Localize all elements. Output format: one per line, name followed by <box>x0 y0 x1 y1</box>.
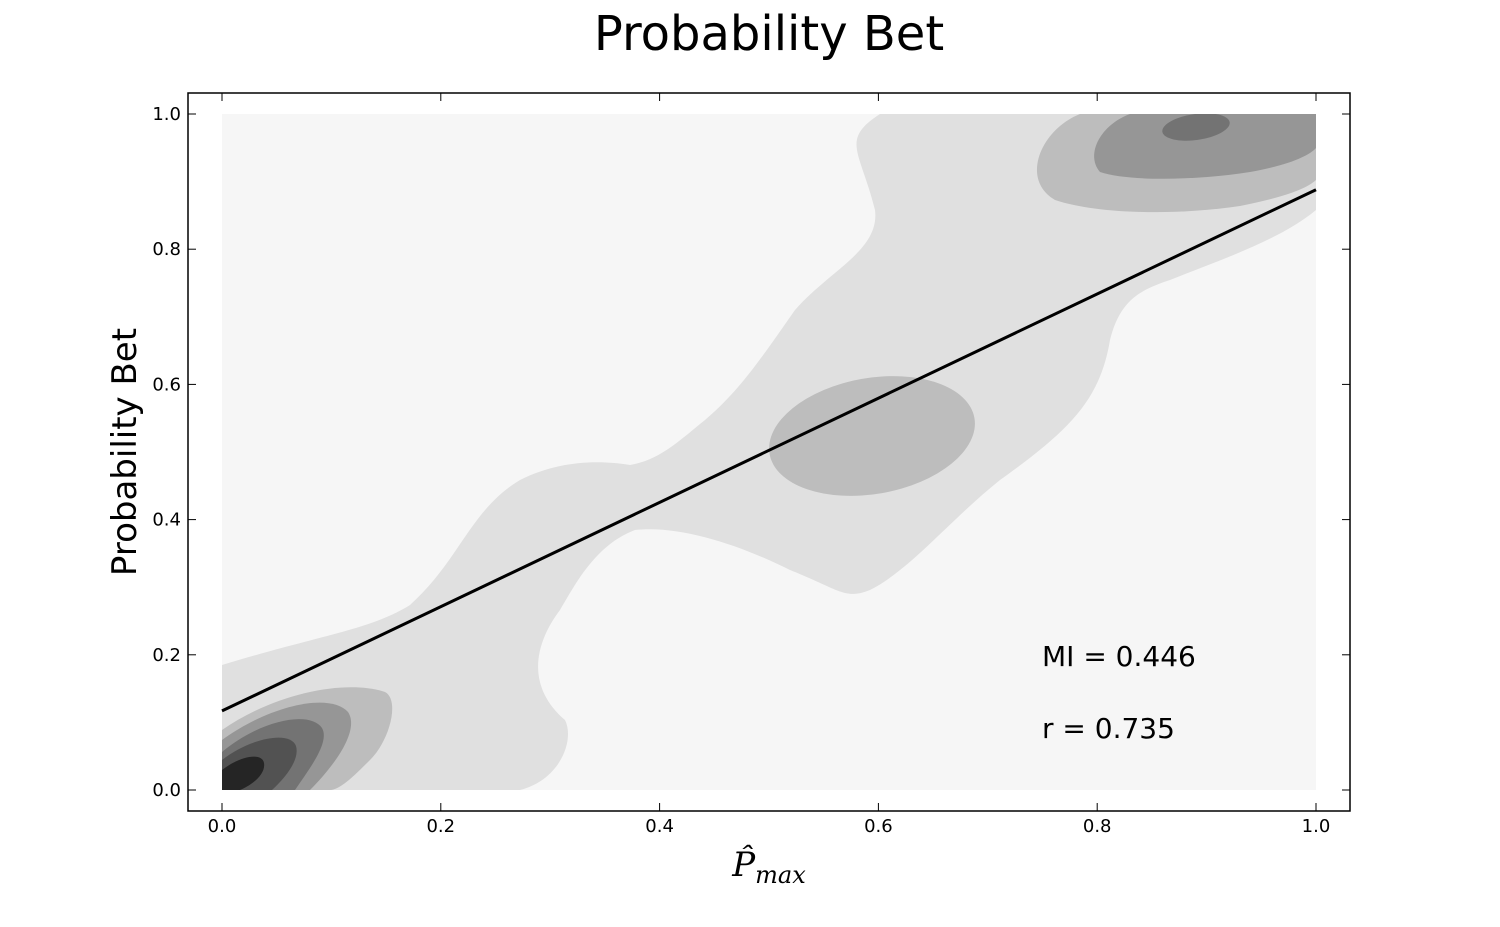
x-axis-label-main: P̂ <box>731 844 756 885</box>
contour-level-7-bottom <box>222 756 265 790</box>
axes-frame <box>187 92 1351 812</box>
y-axis: 0.0 0.2 0.4 0.6 0.8 1.0 <box>152 104 1350 801</box>
plot-area <box>187 92 1351 812</box>
x-tick-label: 0.2 <box>426 816 455 837</box>
y-tick-label: 0.2 <box>152 645 181 666</box>
contour-level-2 <box>222 114 1316 790</box>
contour-level-3-center <box>769 376 975 496</box>
y-tick-label: 0.8 <box>152 239 181 260</box>
x-tick-label: 0.8 <box>1083 816 1112 837</box>
density-contours <box>222 114 1316 790</box>
mi-annotation: MI = 0.446 <box>1042 640 1196 673</box>
regression-line <box>221 188 1317 713</box>
r-annotation: r = 0.735 <box>1042 712 1175 745</box>
x-axis-label-subscript: max <box>755 861 806 889</box>
y-axis-label: Probability Bet <box>105 328 145 576</box>
x-tick-label: 0.4 <box>645 816 674 837</box>
chart-title: Probability Bet <box>594 6 944 62</box>
x-axis-label: P̂max <box>731 844 806 889</box>
x-tick-label: 0.6 <box>864 816 893 837</box>
y-tick-label: 0.6 <box>152 374 181 395</box>
y-tick-label: 0.4 <box>152 510 181 531</box>
y-tick-label: 1.0 <box>152 104 181 125</box>
x-axis: 0.0 0.2 0.4 0.6 0.8 1.0 <box>208 93 1331 837</box>
y-tick-label: 0.0 <box>152 780 181 801</box>
x-tick-label: 1.0 <box>1302 816 1331 837</box>
contour-level-4-top <box>1094 114 1316 179</box>
contour-level-5-top <box>1162 114 1230 141</box>
x-tick-label: 0.0 <box>208 816 237 837</box>
